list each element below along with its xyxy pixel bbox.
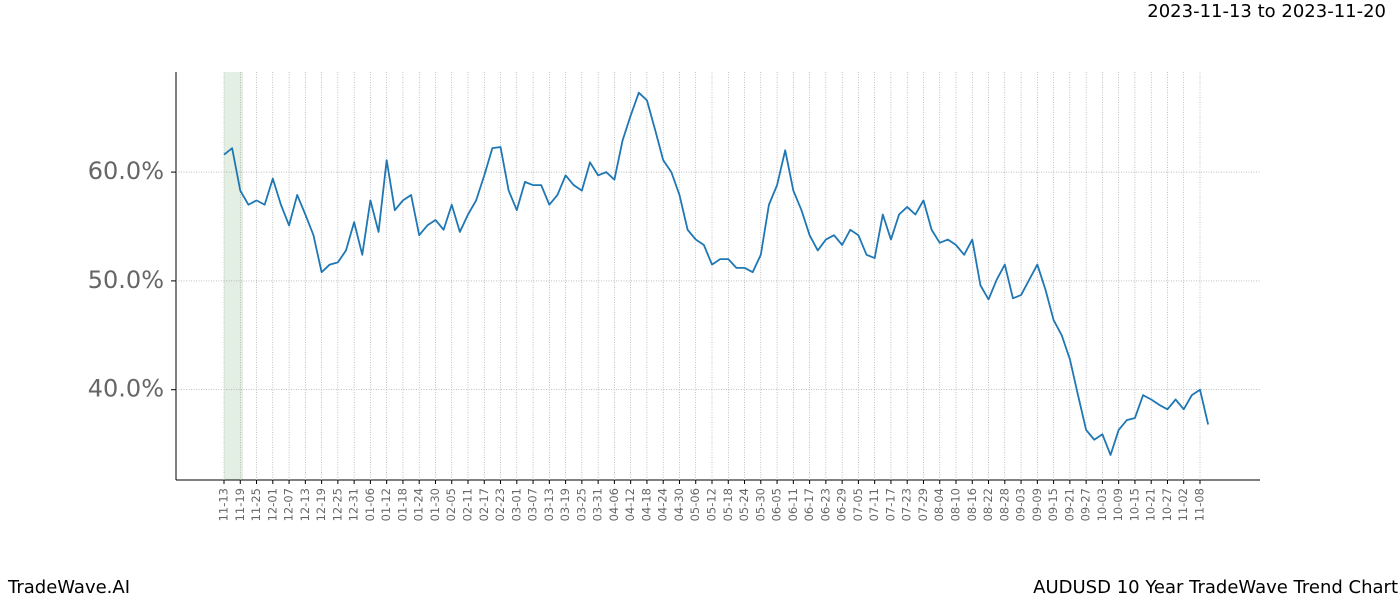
data-line: [223, 91, 1210, 456]
x-tick-label: 12-31: [347, 488, 361, 521]
x-tick-label: 11-13: [217, 488, 231, 521]
y-tick-label: 60.0%: [88, 157, 164, 185]
x-tick-label: 08-16: [965, 488, 979, 521]
x-tick-label: 12-01: [265, 488, 279, 521]
x-tick-label: 12-13: [298, 488, 312, 521]
x-tick-label: 03-19: [558, 488, 572, 521]
x-tick-label: 07-17: [883, 488, 897, 521]
x-tick-label: 06-05: [770, 488, 784, 521]
x-tick-label: 04-18: [639, 488, 653, 521]
x-tick-label: 02-05: [444, 488, 458, 521]
x-tick-label: 12-25: [330, 488, 344, 521]
x-tick-label: 01-24: [412, 488, 426, 521]
x-tick-label: 12-19: [314, 488, 328, 521]
x-tick-label: 09-27: [1079, 488, 1093, 521]
x-tick-label: 11-25: [249, 488, 263, 521]
x-tick-label: 02-17: [477, 488, 491, 521]
x-tick-label: 05-06: [688, 488, 702, 521]
x-tick-label: 01-18: [395, 488, 409, 521]
x-tick-label: 01-12: [379, 488, 393, 521]
x-tick-label: 05-30: [753, 488, 767, 521]
x-tick-label: 07-11: [867, 488, 881, 521]
x-tick-label: 09-03: [1014, 488, 1028, 521]
x-tick-label: 07-05: [851, 488, 865, 521]
x-tick-label: 08-28: [997, 488, 1011, 521]
x-tick-label: 07-29: [916, 488, 930, 521]
x-tick-label: 03-25: [574, 488, 588, 521]
x-tick-label: 06-17: [802, 488, 816, 521]
x-tick-label: 09-15: [1046, 488, 1060, 521]
x-tick-label: 03-13: [542, 488, 556, 521]
x-tick-label: 01-06: [363, 488, 377, 521]
x-tick-label: 11-19: [233, 488, 247, 521]
x-tick-label: 10-09: [1111, 488, 1125, 521]
x-tick-label: 02-11: [461, 488, 475, 521]
x-tick-label: 06-23: [818, 488, 832, 521]
x-tick-label: 07-23: [900, 488, 914, 521]
x-tick-label: 04-06: [607, 488, 621, 521]
x-tick-label: 12-07: [282, 488, 296, 521]
x-tick-label: 04-24: [656, 488, 670, 521]
y-tick-label: 50.0%: [88, 266, 164, 294]
x-tick-label: 10-27: [1160, 488, 1174, 521]
highlight-band: [224, 72, 243, 480]
x-tick-label: 10-03: [1095, 488, 1109, 521]
x-tick-label: 05-18: [721, 488, 735, 521]
y-tick-label: 40.0%: [88, 375, 164, 403]
x-tick-label: 08-22: [981, 488, 995, 521]
x-tick-label: 10-21: [1144, 488, 1158, 521]
x-tick-label: 09-09: [1030, 488, 1044, 521]
x-tick-label: 04-30: [672, 488, 686, 521]
x-tick-label: 03-31: [591, 488, 605, 521]
x-tick-label: 04-12: [623, 488, 637, 521]
x-tick-label: 09-21: [1062, 488, 1076, 521]
x-tick-label: 06-11: [786, 488, 800, 521]
x-tick-label: 08-10: [949, 488, 963, 521]
brand: TradeWave.AI: [7, 577, 130, 598]
x-tick-label: 01-30: [428, 488, 442, 521]
x-tick-label: 11-08: [1193, 488, 1207, 521]
x-tick-label: 11-02: [1176, 488, 1190, 521]
x-tick-label: 03-01: [509, 488, 523, 521]
chart-title: AUDUSD 10 Year TradeWave Trend Chart: [1033, 577, 1398, 598]
x-tick-label: 05-24: [737, 488, 751, 521]
x-tick-label: 10-15: [1127, 488, 1141, 521]
x-tick-label: 03-07: [526, 488, 540, 521]
x-tick-label: 05-12: [705, 488, 719, 521]
x-tick-label: 06-29: [835, 488, 849, 521]
chart-subtitle: 2023-11-13 to 2023-11-20: [1147, 1, 1386, 22]
x-tick-label: 02-23: [493, 488, 507, 521]
x-tick-label: 08-04: [932, 488, 946, 521]
